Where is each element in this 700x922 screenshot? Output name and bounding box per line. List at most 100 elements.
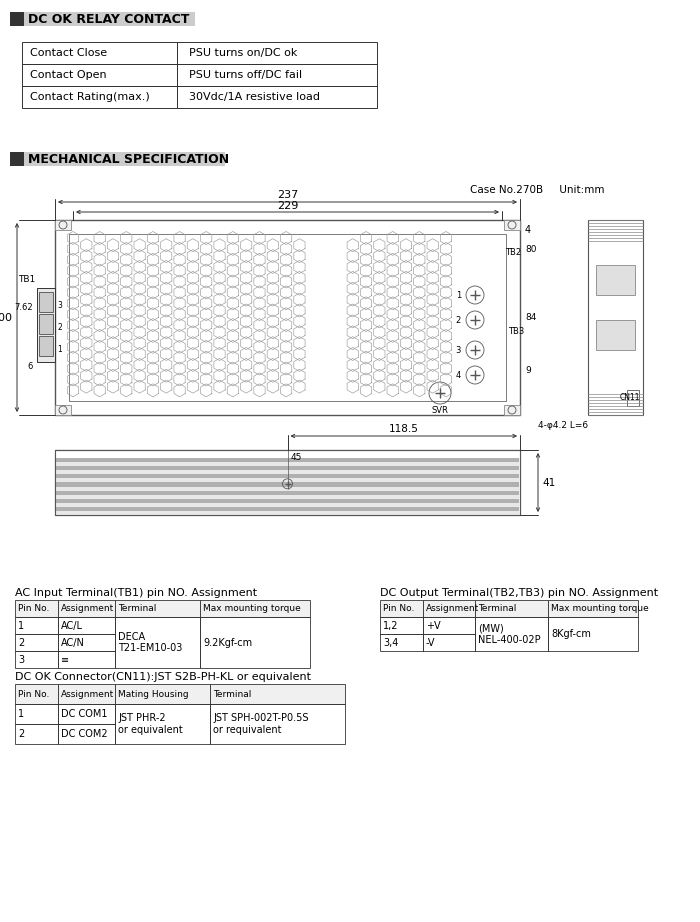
Bar [55,220,520,415]
Text: 2: 2 [456,315,461,325]
Text: 1: 1 [57,345,62,354]
Bar [596,320,635,350]
Bar [58,600,115,617]
Bar [596,265,635,295]
Bar [423,634,475,651]
Bar [56,482,519,487]
Bar [423,600,475,617]
Text: TB1: TB1 [18,276,35,284]
Text: 1: 1 [18,621,24,631]
Text: Terminal: Terminal [118,604,156,613]
Bar [39,292,53,313]
Bar [56,470,519,474]
Text: 84: 84 [525,313,536,322]
Text: Assignment: Assignment [61,604,114,613]
Bar [200,617,310,668]
Bar [56,507,519,511]
Bar [15,634,58,651]
Text: Case No.270B     Unit:mm: Case No.270B Unit:mm [470,185,605,195]
Bar [10,152,225,166]
Text: DC COM1: DC COM1 [61,709,108,719]
Bar [56,511,519,515]
Bar [10,12,195,26]
Bar [56,491,519,494]
Text: 1,2: 1,2 [383,621,398,631]
Bar [56,499,519,502]
Text: JST SPH-002T-P0.5S
or requivalent: JST SPH-002T-P0.5S or requivalent [213,714,309,735]
Bar [380,600,423,617]
Bar [22,42,177,64]
Bar [56,487,519,491]
Text: 1: 1 [456,290,461,300]
Text: 4: 4 [525,225,531,235]
Text: TB2: TB2 [505,248,521,257]
Bar [15,704,58,724]
Bar [56,494,519,499]
Bar [210,684,345,704]
Text: +V: +V [426,621,440,631]
Text: 2: 2 [57,323,62,332]
Text: Contact Close: Contact Close [30,48,107,58]
Bar [55,450,520,515]
Text: 2: 2 [18,729,25,739]
Bar [69,234,506,401]
Bar [115,617,200,668]
Bar [39,314,53,335]
Bar [504,220,520,230]
Bar [210,704,345,744]
Text: 7.62: 7.62 [15,303,33,312]
Text: SVR: SVR [432,406,449,415]
Bar [380,634,423,651]
Bar [504,405,520,415]
Bar [56,458,519,462]
Text: Contact Rating(max.): Contact Rating(max.) [30,92,150,102]
Text: TB3: TB3 [508,327,524,336]
Text: 3: 3 [18,655,24,665]
Bar [39,337,53,356]
Text: Pin No.: Pin No. [18,690,50,699]
Text: 3: 3 [456,346,461,354]
Text: Max mounting torque: Max mounting torque [551,604,649,613]
Bar [37,289,55,362]
Text: AC/L: AC/L [61,621,83,631]
Text: Pin No.: Pin No. [18,604,50,613]
Bar [15,617,58,634]
Bar [55,450,520,458]
Text: ≡: ≡ [61,655,69,665]
Text: 1: 1 [18,709,24,719]
Text: 80: 80 [525,245,536,254]
Text: 30Vdc/1A resistive load: 30Vdc/1A resistive load [189,92,320,102]
Text: 45: 45 [290,453,302,462]
Bar [58,651,115,668]
Text: PSU turns on/DC ok: PSU turns on/DC ok [189,48,298,58]
Bar [115,704,210,744]
Text: 237: 237 [277,190,298,200]
Bar [588,220,643,415]
Bar [15,724,58,744]
Bar [548,617,638,651]
Bar [15,684,58,704]
Text: 118.5: 118.5 [389,424,419,434]
Bar [22,86,177,108]
Bar [200,600,310,617]
Text: -V: -V [426,637,435,647]
Bar [627,390,639,406]
Text: 3: 3 [57,301,62,310]
Bar [58,704,115,724]
Text: AC/N: AC/N [61,637,85,647]
Bar [56,474,519,479]
Text: 229: 229 [276,201,298,211]
Text: Assignment: Assignment [61,690,114,699]
Text: 4-φ4.2 L=6: 4-φ4.2 L=6 [538,421,588,430]
Text: Assignment: Assignment [426,604,480,613]
Text: 8Kgf-cm: 8Kgf-cm [551,629,591,639]
Text: DC COM2: DC COM2 [61,729,108,739]
Text: 6: 6 [27,361,33,371]
Text: 100: 100 [0,313,13,323]
Bar [22,64,177,86]
Bar [177,42,377,64]
Bar [56,462,519,467]
Text: AC Input Terminal(TB1) pin NO. Assignment: AC Input Terminal(TB1) pin NO. Assignmen… [15,588,257,598]
Text: Mating Housing: Mating Housing [118,690,188,699]
Text: Terminal: Terminal [478,604,517,613]
